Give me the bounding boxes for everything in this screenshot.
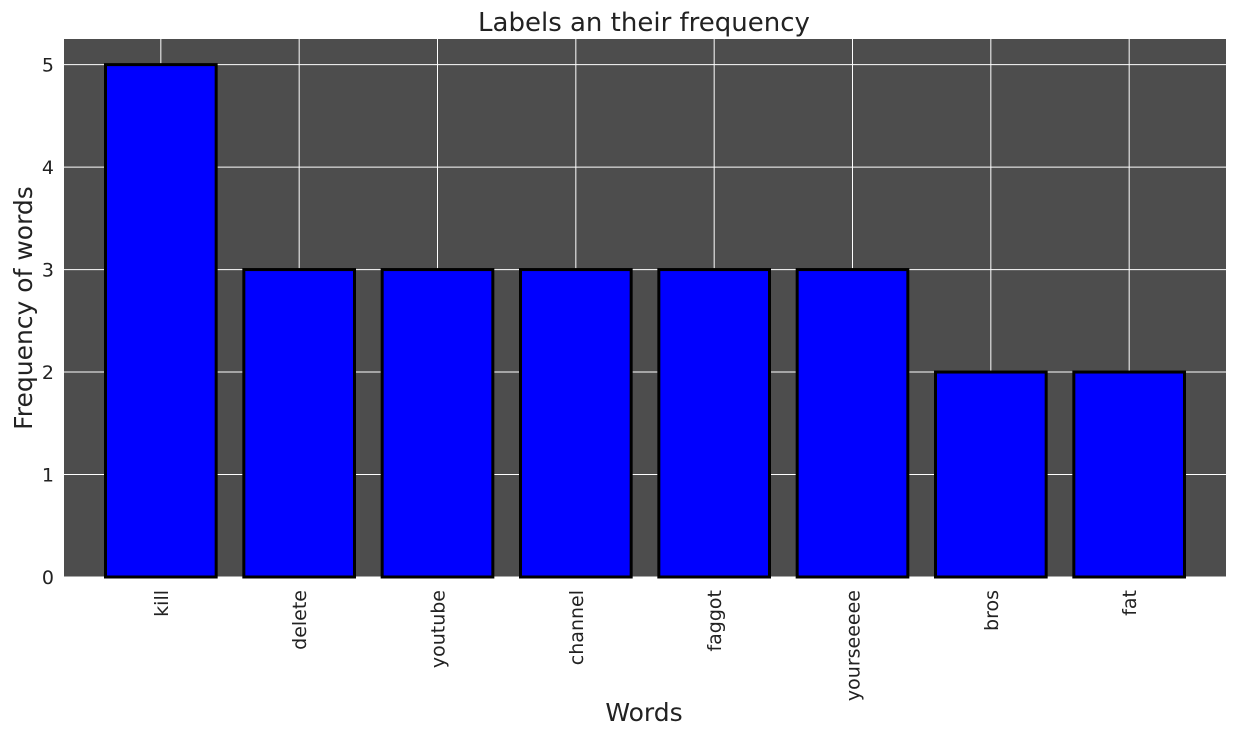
y-tick-label: 4: [42, 157, 54, 179]
bar-kill: [104, 63, 218, 579]
y-tick-label: 3: [42, 260, 54, 282]
x-tick-label: kill: [151, 590, 173, 617]
y-tick-label: 1: [42, 465, 54, 487]
bar-youtube: [380, 268, 495, 579]
bar-faggot: [657, 268, 771, 579]
bar-bros: [934, 370, 1048, 579]
x-tick-label: delete: [289, 590, 311, 650]
y-tick-label: 0: [42, 567, 54, 589]
chart-title: Labels an their frequency: [478, 8, 810, 38]
y-tick-label: 5: [42, 55, 54, 77]
bar-fat: [1072, 370, 1187, 579]
x-axis-label: Words: [605, 698, 682, 727]
x-tick-label: faggot: [704, 590, 726, 652]
x-axis-ticks: kill delete youtube channel faggot yourseeeee…: [151, 590, 1141, 701]
bar-yourseeeee: [795, 268, 910, 579]
bar-delete: [242, 268, 356, 579]
x-tick-label: fat: [1119, 590, 1141, 616]
x-tick-label: youtube: [428, 590, 450, 668]
y-axis-ticks: 0 1 2 3 4 5: [42, 55, 54, 589]
bar-channel: [519, 268, 633, 579]
bars: [104, 63, 1187, 579]
y-tick-label: 2: [42, 362, 54, 384]
x-tick-label: bros: [981, 590, 1003, 631]
plot-area: [64, 39, 1226, 577]
x-tick-label: yourseeeee: [843, 590, 865, 701]
y-axis-label: Frequency of words: [9, 186, 38, 430]
x-tick-label: channel: [566, 590, 588, 665]
